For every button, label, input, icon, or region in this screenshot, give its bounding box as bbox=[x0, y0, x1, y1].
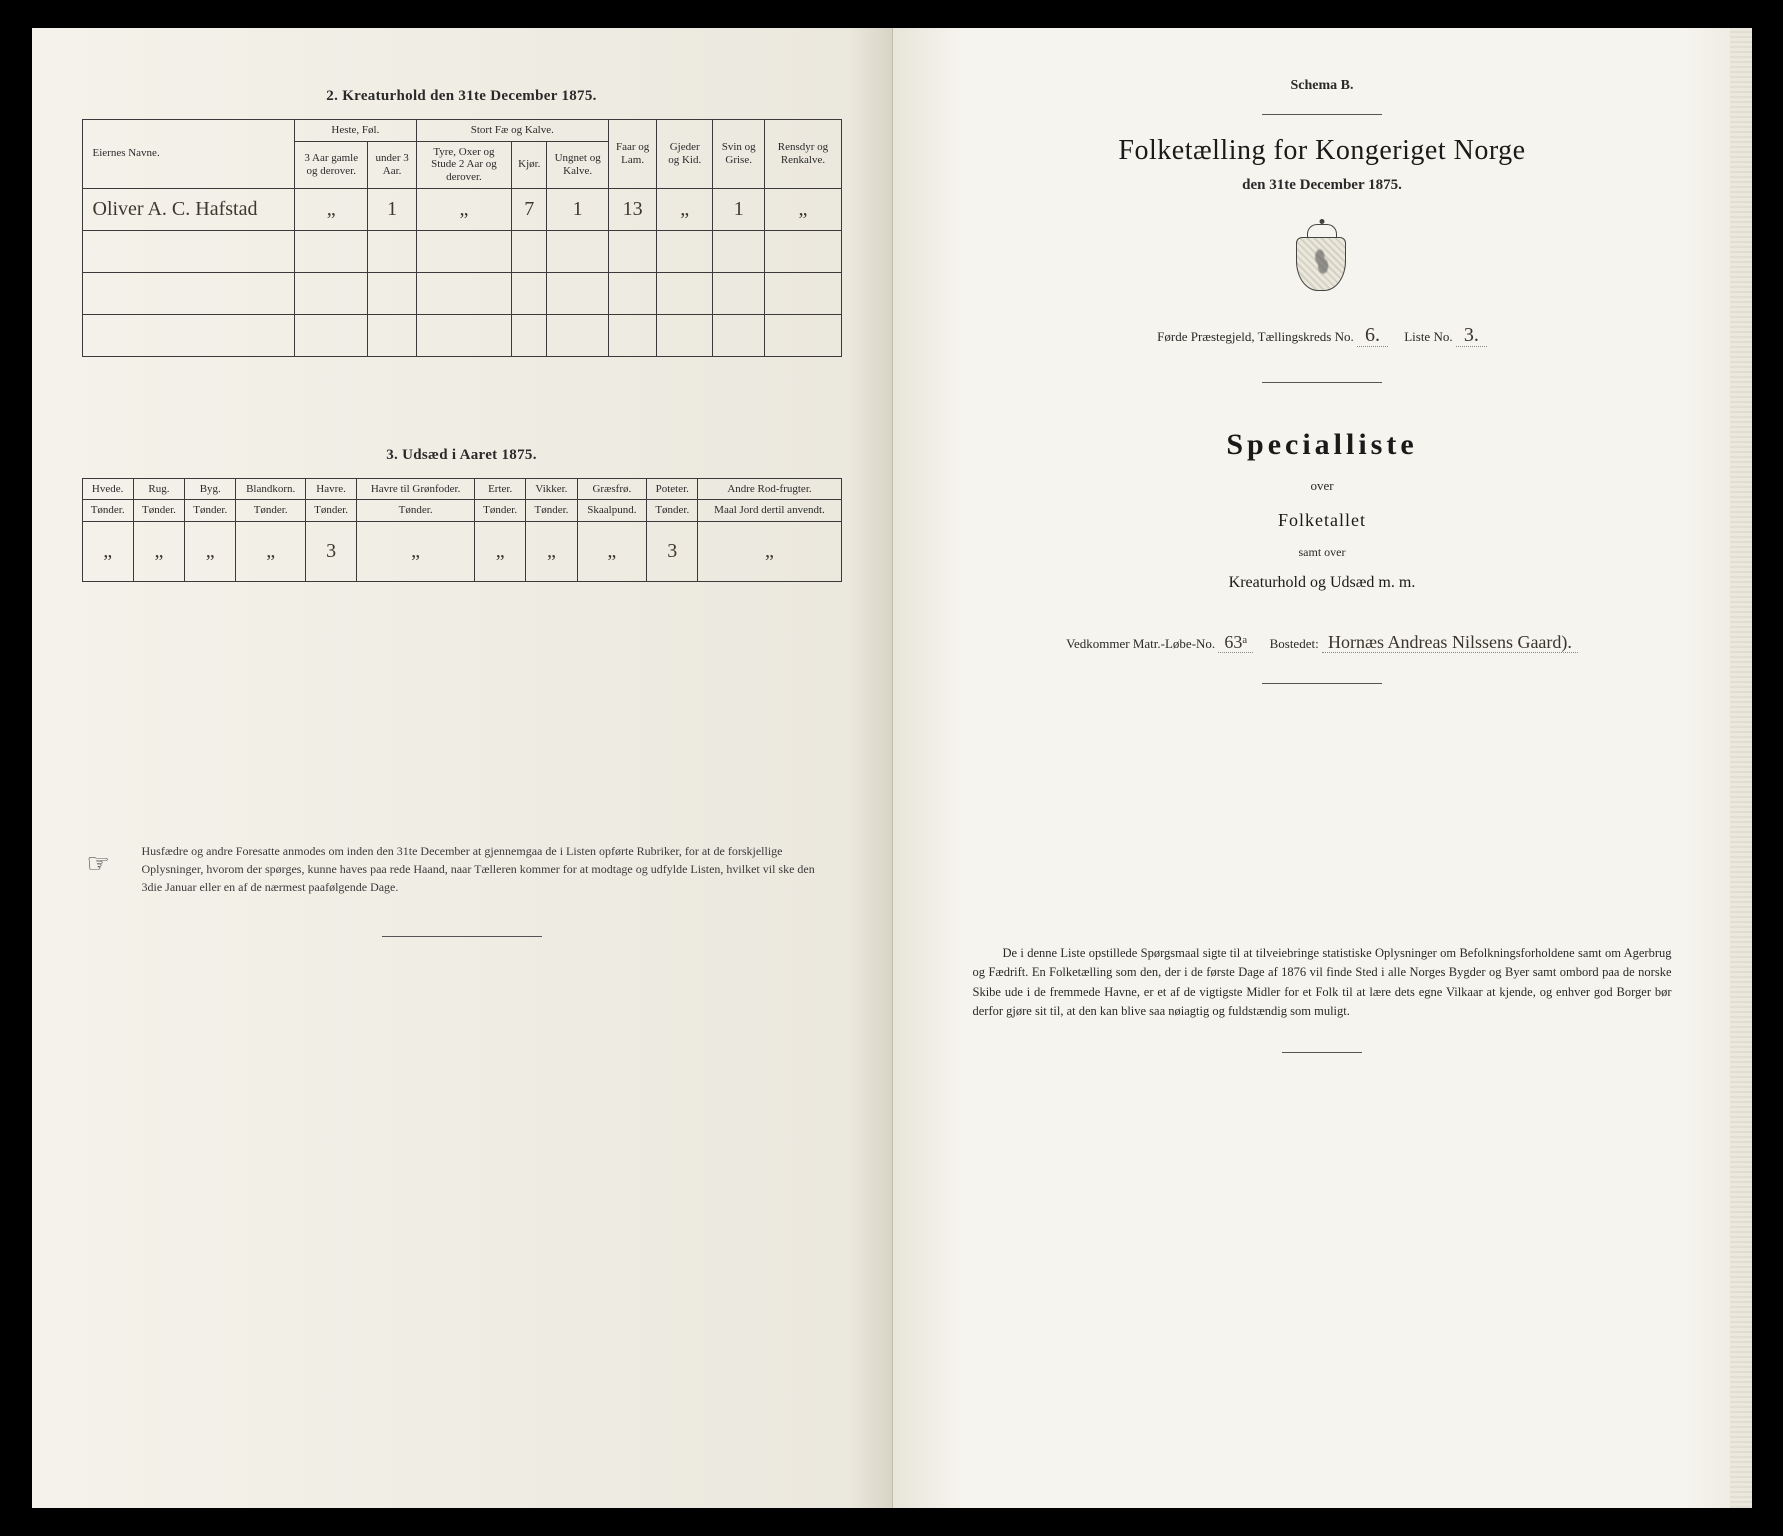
schema-label: Schema B. bbox=[943, 78, 1702, 94]
col-heste-under-3: under 3 Aar. bbox=[368, 141, 416, 188]
bostedet-value: Hornæs Andreas Nilssens Gaard). bbox=[1322, 632, 1578, 653]
footer-instruction-text: Husfædre og andre Foresatte anmodes om i… bbox=[142, 844, 815, 894]
cell-hvede: „ bbox=[82, 521, 133, 581]
explanatory-paragraph: De i denne Liste opstillede Spørgsmaal s… bbox=[943, 944, 1702, 1022]
unit-tonder: Tønder. bbox=[647, 500, 698, 522]
unit-skaalpund: Skaalpund. bbox=[577, 500, 647, 522]
cell-owner-name: Oliver A. C. Hafstad bbox=[82, 188, 295, 230]
cell-stort-b: 7 bbox=[512, 188, 547, 230]
liste-label: Liste No. bbox=[1404, 329, 1452, 344]
cell-ren: „ bbox=[765, 188, 841, 230]
cell-faar: 13 bbox=[608, 188, 657, 230]
unit-maal-jord: Maal Jord dertil anvendt. bbox=[698, 500, 841, 522]
udsaed-table: Hvede. Rug. Byg. Blandkorn. Havre. Havre… bbox=[82, 478, 842, 582]
cell-byg: „ bbox=[185, 521, 236, 581]
col-eiernes-navne: Eiernes Navne. bbox=[82, 120, 295, 189]
pointing-hand-icon: ☞ bbox=[87, 844, 110, 883]
col-gjeder: Gjeder og Kid. bbox=[657, 120, 713, 189]
cell-vikker: „ bbox=[526, 521, 577, 581]
unit-tonder: Tønder. bbox=[133, 500, 184, 522]
page-stack-edge bbox=[1730, 28, 1752, 1508]
sub-date: den 31te December 1875. bbox=[943, 177, 1702, 194]
liste-no: 3. bbox=[1456, 324, 1487, 347]
over-label: over bbox=[943, 478, 1702, 494]
col-kjor: Kjør. bbox=[512, 141, 547, 188]
cell-erter: „ bbox=[474, 521, 525, 581]
matr-lobe-no: 63ᵃ bbox=[1218, 632, 1253, 653]
specialliste-title: Specialliste bbox=[943, 428, 1702, 462]
table-row: Oliver A. C. Hafstad „ 1 „ 7 1 13 „ 1 „ bbox=[82, 188, 841, 230]
table-row bbox=[82, 272, 841, 314]
col-byg: Byg. bbox=[185, 478, 236, 500]
unit-tonder: Tønder. bbox=[305, 500, 356, 522]
cell-havre: 3 bbox=[305, 521, 356, 581]
coat-of-arms-icon bbox=[1296, 224, 1348, 294]
col-tyre-oxer: Tyre, Oxer og Stude 2 Aar og derover. bbox=[416, 141, 511, 188]
divider-rule bbox=[1262, 382, 1382, 383]
col-havre-gronfoder: Havre til Grønfoder. bbox=[357, 478, 475, 500]
parish-label: Førde Præstegjeld, Tællingskreds No. bbox=[1157, 329, 1354, 344]
left-page: 2. Kreaturhold den 31te December 1875. E… bbox=[32, 28, 892, 1508]
unit-tonder: Tønder. bbox=[526, 500, 577, 522]
cell-gjeder: „ bbox=[657, 188, 713, 230]
kreaturhold-table: Eiernes Navne. Heste, Føl. Stort Fæ og K… bbox=[82, 119, 842, 357]
parish-line: Førde Præstegjeld, Tællingskreds No. 6. … bbox=[943, 324, 1702, 347]
cell-gras: „ bbox=[577, 521, 647, 581]
cell-svin: 1 bbox=[712, 188, 764, 230]
bostedet-label: Bostedet: bbox=[1270, 636, 1319, 651]
cell-heste-a: „ bbox=[295, 188, 368, 230]
unit-tonder: Tønder. bbox=[474, 500, 525, 522]
col-hvede: Hvede. bbox=[82, 478, 133, 500]
col-blandkorn: Blandkorn. bbox=[236, 478, 306, 500]
cell-poteter: 3 bbox=[647, 521, 698, 581]
cell-stort-a: „ bbox=[416, 188, 511, 230]
vedkommer-line: Vedkommer Matr.-Løbe-No. 63ᵃ Bostedet: H… bbox=[943, 632, 1702, 653]
right-page: Schema B. Folketælling for Kongeriget No… bbox=[892, 28, 1752, 1508]
section-3-title: 3. Udsæd i Aaret 1875. bbox=[82, 447, 842, 464]
col-rodfrugter: Andre Rod-frugter. bbox=[698, 478, 841, 500]
tellingskreds-no: 6. bbox=[1357, 324, 1388, 347]
table-row: „ „ „ „ 3 „ „ „ „ 3 „ bbox=[82, 521, 841, 581]
divider-rule bbox=[1262, 683, 1382, 684]
col-heste-over-3: 3 Aar gamle og derover. bbox=[295, 141, 368, 188]
divider-rule bbox=[1282, 1052, 1362, 1053]
document-spread: 2. Kreaturhold den 31te December 1875. E… bbox=[32, 28, 1752, 1508]
cell-heste-b: 1 bbox=[368, 188, 416, 230]
unit-tonder: Tønder. bbox=[185, 500, 236, 522]
main-title: Folketælling for Kongeriget Norge bbox=[943, 135, 1702, 167]
col-vikker: Vikker. bbox=[526, 478, 577, 500]
divider-rule bbox=[1262, 114, 1382, 115]
cell-rug: „ bbox=[133, 521, 184, 581]
cell-bland: „ bbox=[236, 521, 306, 581]
cell-rod: „ bbox=[698, 521, 841, 581]
col-erter: Erter. bbox=[474, 478, 525, 500]
col-faar: Faar og Lam. bbox=[608, 120, 657, 189]
samt-over-label: samt over bbox=[943, 545, 1702, 560]
col-poteter: Poteter. bbox=[647, 478, 698, 500]
colgroup-stort-fae: Stort Fæ og Kalve. bbox=[416, 120, 608, 142]
unit-tonder: Tønder. bbox=[357, 500, 475, 522]
col-havre: Havre. bbox=[305, 478, 356, 500]
kreaturhold-label: Kreaturhold og Udsæd m. m. bbox=[943, 574, 1702, 592]
section-2-title: 2. Kreaturhold den 31te December 1875. bbox=[82, 88, 842, 105]
col-ungnet: Ungnet og Kalve. bbox=[547, 141, 608, 188]
folketallet-label: Folketallet bbox=[943, 510, 1702, 531]
col-grasfro: Græsfrø. bbox=[577, 478, 647, 500]
unit-tonder: Tønder. bbox=[236, 500, 306, 522]
col-rug: Rug. bbox=[133, 478, 184, 500]
col-svin: Svin og Grise. bbox=[712, 120, 764, 189]
cell-stort-c: 1 bbox=[547, 188, 608, 230]
unit-tonder: Tønder. bbox=[82, 500, 133, 522]
matr-lobe-label: Vedkommer Matr.-Løbe-No. bbox=[1066, 636, 1215, 651]
table-row bbox=[82, 230, 841, 272]
cell-havre-g: „ bbox=[357, 521, 475, 581]
footer-instruction: ☞ Husfædre og andre Foresatte anmodes om… bbox=[82, 842, 842, 896]
table-row bbox=[82, 314, 841, 356]
col-rensdyr: Rensdyr og Renkalve. bbox=[765, 120, 841, 189]
divider-rule bbox=[382, 936, 542, 937]
colgroup-heste: Heste, Føl. bbox=[295, 120, 417, 142]
